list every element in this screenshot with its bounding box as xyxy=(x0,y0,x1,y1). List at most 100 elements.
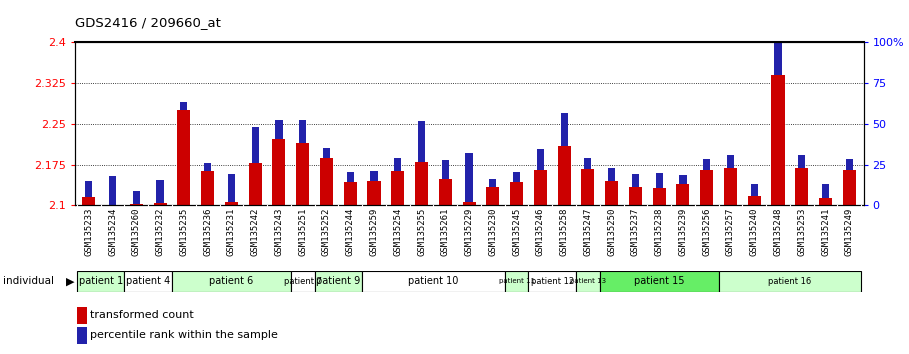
Text: GSM135229: GSM135229 xyxy=(464,207,474,256)
Text: GSM135252: GSM135252 xyxy=(322,207,331,256)
Bar xyxy=(344,182,356,205)
Text: patient 4: patient 4 xyxy=(126,276,170,286)
Text: GSM135247: GSM135247 xyxy=(584,207,593,256)
Bar xyxy=(655,173,663,188)
Bar xyxy=(632,175,639,187)
Text: GDS2416 / 209660_at: GDS2416 / 209660_at xyxy=(75,16,220,29)
Bar xyxy=(600,271,719,292)
Bar xyxy=(703,159,710,170)
Text: GSM135236: GSM135236 xyxy=(203,207,212,256)
Bar xyxy=(418,121,425,162)
Bar xyxy=(557,145,571,205)
Text: GSM135261: GSM135261 xyxy=(441,207,450,256)
Text: patient 16: patient 16 xyxy=(768,277,812,286)
Bar xyxy=(172,271,291,292)
Bar xyxy=(415,162,428,205)
Text: GSM135230: GSM135230 xyxy=(488,207,497,256)
Bar xyxy=(395,158,402,171)
Text: GSM135256: GSM135256 xyxy=(702,207,711,256)
Bar xyxy=(772,75,784,205)
Text: GSM135248: GSM135248 xyxy=(774,207,783,256)
Text: GSM135239: GSM135239 xyxy=(678,207,687,256)
Text: GSM135251: GSM135251 xyxy=(298,207,307,256)
Bar xyxy=(774,29,782,75)
Bar xyxy=(822,184,829,198)
Bar xyxy=(228,174,235,201)
Bar xyxy=(204,163,211,171)
Bar xyxy=(700,170,714,205)
Text: patient 1: patient 1 xyxy=(78,276,123,286)
Text: GSM135250: GSM135250 xyxy=(607,207,616,256)
Bar xyxy=(819,198,832,205)
Bar xyxy=(109,176,116,205)
Bar xyxy=(76,307,86,324)
Text: GSM135241: GSM135241 xyxy=(821,207,830,256)
Text: GSM135235: GSM135235 xyxy=(179,207,188,256)
Text: patient 7: patient 7 xyxy=(284,277,322,286)
Bar xyxy=(504,271,528,292)
Text: GSM135254: GSM135254 xyxy=(394,207,403,256)
Bar xyxy=(362,271,504,292)
Bar xyxy=(442,160,449,179)
Bar xyxy=(130,204,143,205)
Text: GSM135257: GSM135257 xyxy=(726,207,735,256)
Bar xyxy=(489,179,496,187)
Bar xyxy=(463,201,475,205)
Text: GSM135244: GSM135244 xyxy=(345,207,355,256)
Text: GSM135242: GSM135242 xyxy=(251,207,260,256)
Bar xyxy=(225,201,238,205)
Text: GSM135243: GSM135243 xyxy=(275,207,284,256)
Bar xyxy=(582,169,594,205)
Text: GSM135249: GSM135249 xyxy=(844,207,854,256)
Bar xyxy=(843,170,856,205)
Text: patient 13: patient 13 xyxy=(570,279,606,284)
Bar xyxy=(486,187,499,205)
Bar xyxy=(584,158,592,169)
Bar xyxy=(367,181,381,205)
Text: patient 9: patient 9 xyxy=(316,276,361,286)
Text: patient 10: patient 10 xyxy=(408,276,458,286)
Bar xyxy=(252,127,259,163)
Text: GSM135255: GSM135255 xyxy=(417,207,426,256)
Text: individual: individual xyxy=(3,276,54,286)
Bar xyxy=(391,171,405,205)
Text: GSM135259: GSM135259 xyxy=(369,207,378,256)
Bar xyxy=(576,271,600,292)
Text: GSM135233: GSM135233 xyxy=(85,207,94,256)
Bar xyxy=(465,153,473,201)
Bar xyxy=(370,171,377,181)
Bar xyxy=(534,170,547,205)
Text: GSM135232: GSM135232 xyxy=(155,207,165,256)
Bar xyxy=(154,202,166,205)
Text: GSM135246: GSM135246 xyxy=(535,207,544,256)
Bar xyxy=(291,271,315,292)
Bar xyxy=(653,188,665,205)
Bar xyxy=(177,110,190,205)
Bar xyxy=(82,197,95,205)
Bar xyxy=(299,120,306,143)
Bar xyxy=(676,184,689,205)
Text: patient 6: patient 6 xyxy=(209,276,254,286)
Bar xyxy=(439,179,452,205)
Text: GSM135234: GSM135234 xyxy=(108,207,117,256)
Bar xyxy=(679,176,686,184)
Bar xyxy=(156,180,164,202)
Text: percentile rank within the sample: percentile rank within the sample xyxy=(90,330,278,341)
Bar xyxy=(605,181,618,205)
Bar xyxy=(561,113,568,145)
Bar xyxy=(751,184,758,195)
Text: GSM135253: GSM135253 xyxy=(797,207,806,256)
Text: patient 12: patient 12 xyxy=(531,277,574,286)
Bar xyxy=(798,155,805,169)
Bar xyxy=(275,120,283,139)
Text: GSM135240: GSM135240 xyxy=(750,207,759,256)
Bar xyxy=(201,171,215,205)
Bar xyxy=(727,155,734,169)
Text: GSM135260: GSM135260 xyxy=(132,207,141,256)
Bar xyxy=(845,159,853,170)
Text: GSM135245: GSM135245 xyxy=(512,207,521,256)
Bar xyxy=(320,158,333,205)
Bar xyxy=(323,148,330,158)
Bar xyxy=(77,271,125,292)
Text: GSM135238: GSM135238 xyxy=(654,207,664,256)
